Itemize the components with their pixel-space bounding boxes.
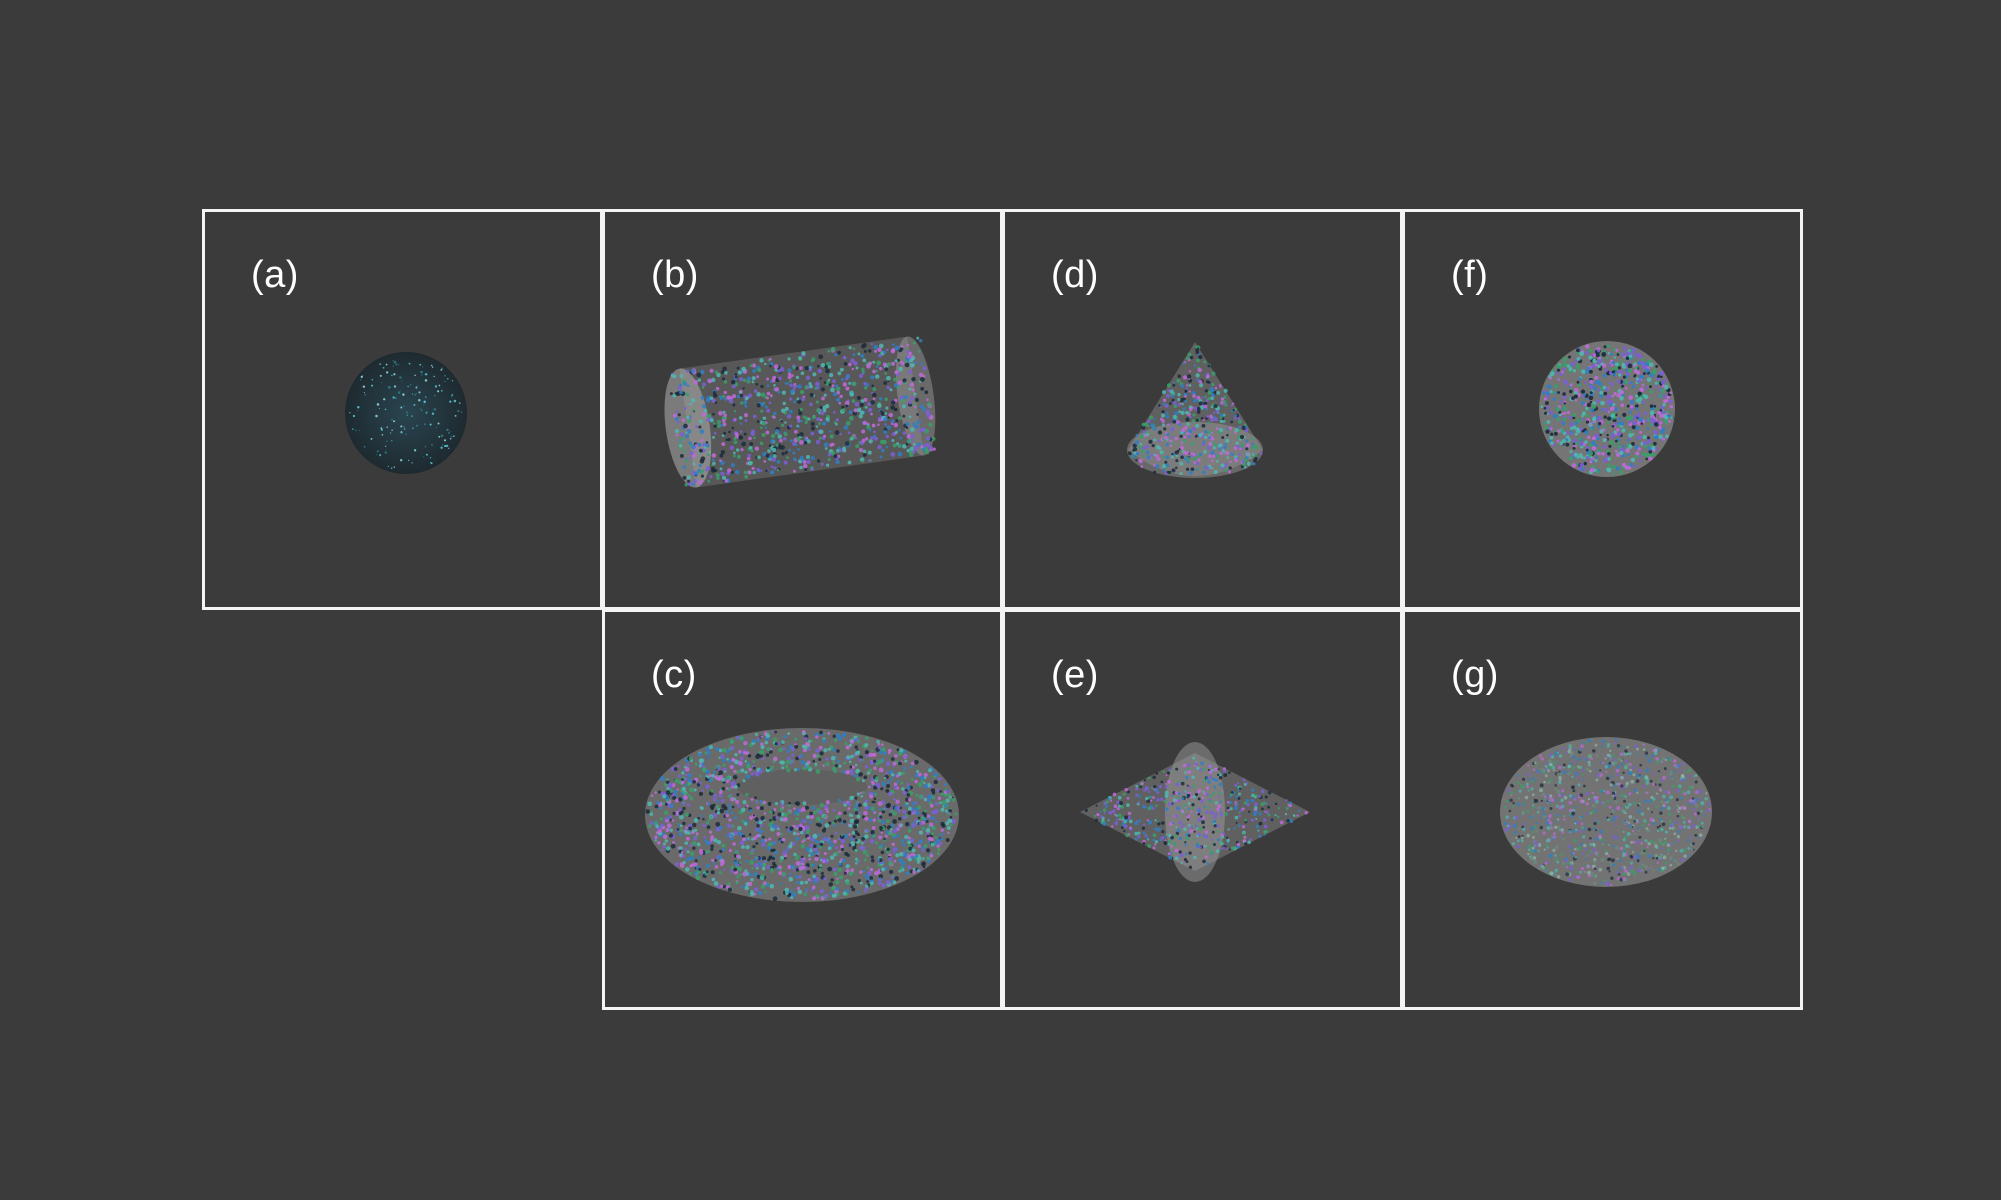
- panel-label-d: (d): [1051, 254, 1099, 296]
- panel-e: (e): [1002, 609, 1403, 1010]
- ellipsoid-render: [1500, 737, 1712, 887]
- panel-a: (a): [202, 209, 603, 610]
- torus-render: [645, 728, 959, 902]
- panel-label-g: (g): [1451, 654, 1499, 696]
- double-cone-render: [1080, 742, 1310, 882]
- panel-label-c: (c): [651, 654, 697, 696]
- panel-label-f: (f): [1451, 254, 1489, 296]
- seed-sphere-render: [345, 352, 467, 474]
- cone-render: [1127, 342, 1263, 478]
- sphere-render: [1539, 341, 1675, 477]
- panel-label-a: (a): [251, 254, 299, 296]
- panel-g: (g): [1402, 609, 1803, 1010]
- panel-b: (b): [602, 209, 1003, 610]
- panel-c: (c): [602, 609, 1003, 1010]
- panel-label-e: (e): [1051, 654, 1099, 696]
- panel-f: (f): [1402, 209, 1803, 610]
- cylinder-render: [664, 336, 936, 488]
- panel-d: (d): [1002, 209, 1403, 610]
- panel-label-b: (b): [651, 254, 699, 296]
